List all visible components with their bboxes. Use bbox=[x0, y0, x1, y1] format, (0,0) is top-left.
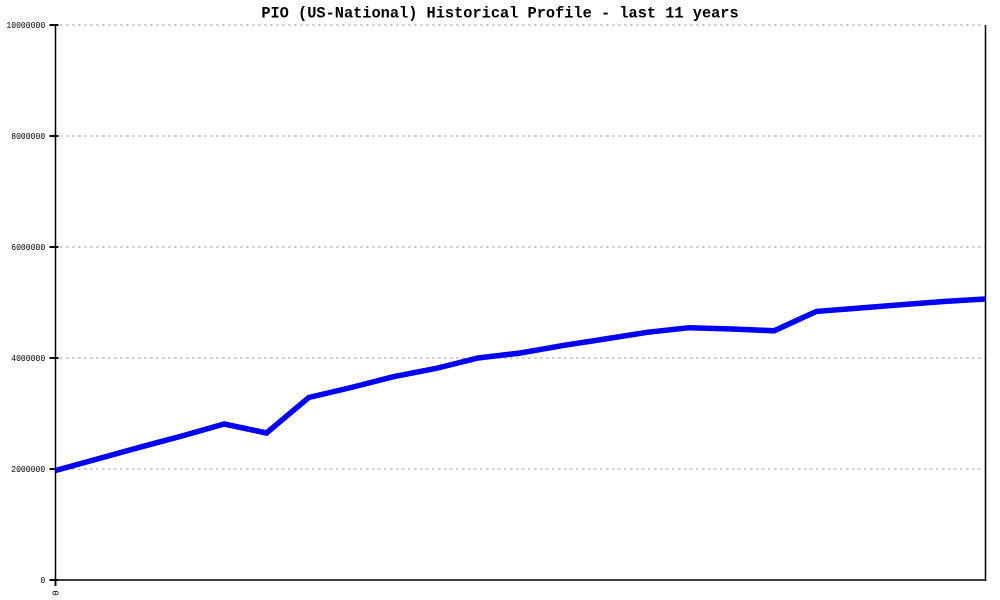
svg-text:4000000: 4000000 bbox=[11, 354, 45, 365]
svg-text:0: 0 bbox=[40, 576, 45, 587]
svg-text:8000000: 8000000 bbox=[11, 132, 45, 143]
svg-text:2000000: 2000000 bbox=[11, 465, 45, 476]
svg-text:10000000: 10000000 bbox=[6, 21, 45, 32]
svg-text:6000000: 6000000 bbox=[11, 243, 45, 254]
svg-text:PIO (US-National) Historical P: PIO (US-National) Historical Profile - l… bbox=[261, 5, 738, 23]
svg-text:0: 0 bbox=[51, 590, 61, 595]
